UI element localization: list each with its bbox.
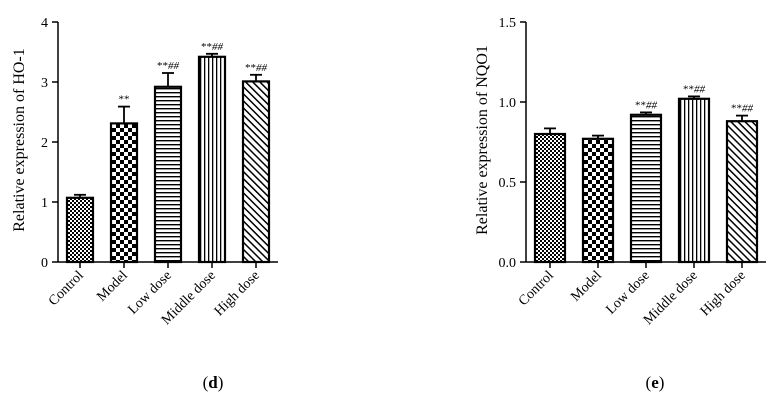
significance-hash: ## — [694, 83, 706, 95]
x-tick-label: Control — [46, 268, 87, 309]
bar — [725, 120, 759, 264]
panel-label: (e) — [646, 373, 665, 392]
x-tick-label: Model — [568, 268, 605, 305]
significance-stars: ** — [635, 99, 646, 111]
y-tick-label: 0.5 — [499, 176, 517, 191]
significance-hash: ## — [646, 99, 658, 111]
bar — [65, 196, 95, 264]
bar — [581, 137, 615, 264]
significance-label: **## — [635, 99, 658, 111]
bar — [197, 55, 227, 264]
significance-hash: ## — [256, 62, 268, 74]
y-tick-label: 2 — [41, 136, 48, 151]
significance-hash: ## — [212, 41, 224, 53]
significance-label: **## — [245, 62, 268, 74]
chart-panel-d: Relative expression of HO-1 (d) 0 1 2 3 4 Con… — [11, 16, 278, 392]
x-tick-label: Low dose — [603, 268, 652, 317]
panel-letter: d — [208, 373, 218, 392]
y-axis-title: Relative expression of HO-1 — [11, 48, 28, 232]
bar — [533, 132, 567, 264]
x-tick-label: Model — [94, 268, 131, 305]
significance-stars: ** — [157, 60, 168, 72]
significance-stars: ** — [731, 103, 742, 115]
significance-stars: ** — [201, 41, 212, 53]
x-tick-label: High dose — [698, 268, 749, 319]
significance-label: **## — [731, 103, 754, 115]
y-tick-label: 1.0 — [499, 96, 517, 111]
y-tick-label: 0 — [41, 256, 48, 271]
y-tick-label: 3 — [41, 76, 48, 91]
significance-label: **## — [201, 41, 224, 53]
panel-letter: e — [651, 373, 659, 392]
bar — [629, 113, 663, 264]
y-axis-title: Relative expression of NQO1 — [474, 45, 491, 235]
panel-label: (d) — [203, 373, 224, 392]
bar — [109, 122, 139, 264]
bar — [241, 80, 271, 264]
chart-panel-e: Relative expression of NQO1 (e) 0.0 0.5 1.… — [474, 16, 766, 392]
significance-label: **## — [157, 60, 180, 72]
x-tick-label: High dose — [212, 268, 263, 319]
significance-stars: ** — [119, 94, 130, 106]
significance-label: **## — [683, 83, 706, 95]
y-tick-label: 1.5 — [499, 16, 517, 31]
bar — [153, 85, 183, 264]
significance-hash: ## — [168, 60, 180, 72]
y-tick-label: 4 — [41, 16, 48, 31]
significance-stars: ** — [245, 62, 256, 74]
bar — [677, 97, 711, 264]
x-tick-label: Control — [516, 268, 557, 309]
y-tick-label: 1 — [41, 196, 48, 211]
significance-label: ** — [119, 94, 130, 106]
y-tick-label: 0.0 — [499, 256, 517, 271]
significance-hash: ## — [742, 103, 754, 115]
significance-stars: ** — [683, 83, 694, 95]
